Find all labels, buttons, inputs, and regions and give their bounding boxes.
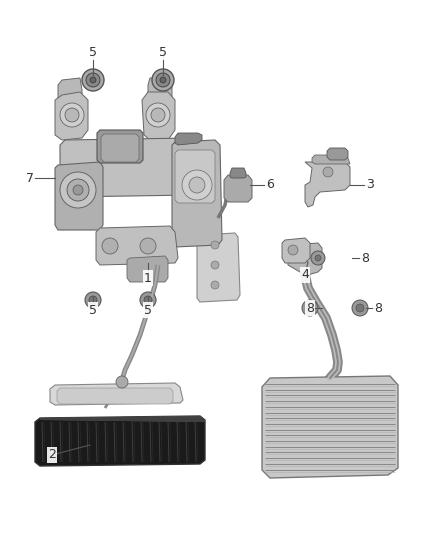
Polygon shape xyxy=(282,238,310,263)
Circle shape xyxy=(60,172,96,208)
Text: 5: 5 xyxy=(159,45,167,59)
Polygon shape xyxy=(172,140,222,247)
Circle shape xyxy=(311,251,325,265)
Polygon shape xyxy=(312,155,350,164)
Polygon shape xyxy=(97,130,143,163)
Polygon shape xyxy=(197,233,240,302)
Circle shape xyxy=(90,77,96,83)
Text: 7: 7 xyxy=(26,172,34,184)
Circle shape xyxy=(60,103,84,127)
Circle shape xyxy=(65,108,79,122)
Circle shape xyxy=(146,103,170,127)
Polygon shape xyxy=(101,134,139,162)
Text: 2: 2 xyxy=(48,448,56,462)
Circle shape xyxy=(144,296,152,304)
Circle shape xyxy=(356,304,364,312)
Text: 5: 5 xyxy=(89,45,97,59)
Text: 8: 8 xyxy=(374,302,382,314)
Text: 8: 8 xyxy=(361,252,369,264)
Polygon shape xyxy=(50,383,183,405)
Text: 4: 4 xyxy=(301,269,309,281)
Polygon shape xyxy=(142,92,175,140)
Polygon shape xyxy=(327,148,348,160)
Circle shape xyxy=(140,238,156,254)
Polygon shape xyxy=(40,416,205,422)
Polygon shape xyxy=(148,78,172,115)
Circle shape xyxy=(182,170,212,200)
Circle shape xyxy=(82,69,104,91)
Polygon shape xyxy=(175,133,202,145)
Circle shape xyxy=(140,292,156,308)
Circle shape xyxy=(67,179,89,201)
Polygon shape xyxy=(262,376,398,478)
Circle shape xyxy=(73,185,83,195)
Circle shape xyxy=(86,73,100,87)
Circle shape xyxy=(306,304,314,312)
Circle shape xyxy=(152,69,174,91)
Circle shape xyxy=(160,77,166,83)
Polygon shape xyxy=(55,162,103,230)
Circle shape xyxy=(323,167,333,177)
Text: 3: 3 xyxy=(366,179,374,191)
Polygon shape xyxy=(55,92,88,140)
Polygon shape xyxy=(305,162,350,207)
Polygon shape xyxy=(224,175,252,202)
Circle shape xyxy=(89,296,97,304)
Circle shape xyxy=(211,281,219,289)
Circle shape xyxy=(102,238,118,254)
Circle shape xyxy=(315,255,321,261)
Polygon shape xyxy=(127,256,168,282)
Polygon shape xyxy=(40,416,205,422)
Circle shape xyxy=(211,261,219,269)
Polygon shape xyxy=(96,226,178,265)
Circle shape xyxy=(302,300,318,316)
Polygon shape xyxy=(57,388,173,404)
Polygon shape xyxy=(35,416,205,466)
Text: 8: 8 xyxy=(306,302,314,314)
Text: 1: 1 xyxy=(144,271,152,285)
Polygon shape xyxy=(287,243,322,275)
Circle shape xyxy=(85,292,101,308)
Circle shape xyxy=(288,245,298,255)
Circle shape xyxy=(211,241,219,249)
Circle shape xyxy=(156,73,170,87)
Polygon shape xyxy=(60,138,195,197)
Circle shape xyxy=(116,376,128,388)
Text: 6: 6 xyxy=(266,179,274,191)
Polygon shape xyxy=(58,78,82,115)
Circle shape xyxy=(189,177,205,193)
Circle shape xyxy=(352,300,368,316)
Circle shape xyxy=(151,108,165,122)
Text: 5: 5 xyxy=(89,303,97,317)
Polygon shape xyxy=(230,168,246,178)
Text: 5: 5 xyxy=(144,303,152,317)
Polygon shape xyxy=(175,150,215,203)
